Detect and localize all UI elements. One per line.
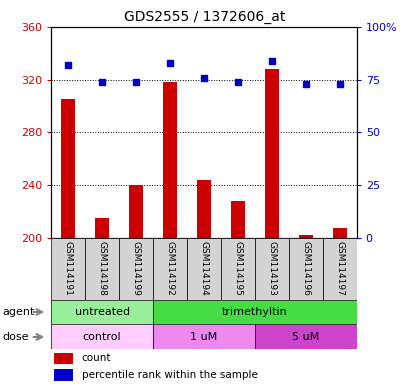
Text: GDS2555 / 1372606_at: GDS2555 / 1372606_at <box>124 10 285 23</box>
Bar <box>85 238 119 300</box>
Bar <box>51 324 153 349</box>
Bar <box>298 235 312 238</box>
Bar <box>51 238 85 300</box>
Text: GSM114192: GSM114192 <box>165 241 174 296</box>
Text: count: count <box>82 353 111 363</box>
Text: GSM114196: GSM114196 <box>301 241 310 296</box>
Bar <box>231 201 244 238</box>
Bar <box>264 69 278 238</box>
Bar <box>119 238 153 300</box>
Text: GSM114193: GSM114193 <box>267 241 276 296</box>
Bar <box>322 238 356 300</box>
Text: untreated: untreated <box>74 307 129 317</box>
Bar <box>153 300 356 324</box>
Text: percentile rank within the sample: percentile rank within the sample <box>82 370 257 380</box>
Bar <box>220 238 254 300</box>
Text: GSM114191: GSM114191 <box>63 241 72 296</box>
Bar <box>254 238 288 300</box>
Bar <box>197 180 210 238</box>
Bar <box>153 324 254 349</box>
Text: GSM114197: GSM114197 <box>335 241 344 296</box>
Bar <box>61 99 75 238</box>
Text: 1 uM: 1 uM <box>190 332 217 342</box>
Text: trimethyltin: trimethyltin <box>221 307 287 317</box>
Text: 5 uM: 5 uM <box>292 332 319 342</box>
Text: control: control <box>83 332 121 342</box>
Text: GSM114195: GSM114195 <box>233 241 242 296</box>
Text: GSM114194: GSM114194 <box>199 241 208 296</box>
Text: GSM114198: GSM114198 <box>97 241 106 296</box>
Bar <box>95 218 109 238</box>
Bar <box>187 238 220 300</box>
Bar <box>163 82 176 238</box>
Text: dose: dose <box>2 332 29 342</box>
Bar <box>54 353 72 364</box>
Bar <box>129 185 142 238</box>
Text: GSM114199: GSM114199 <box>131 241 140 296</box>
Bar <box>288 238 322 300</box>
Bar <box>332 227 346 238</box>
Bar <box>153 238 187 300</box>
Bar <box>254 324 356 349</box>
Bar <box>54 369 72 381</box>
Bar <box>51 300 153 324</box>
Text: agent: agent <box>2 307 34 317</box>
